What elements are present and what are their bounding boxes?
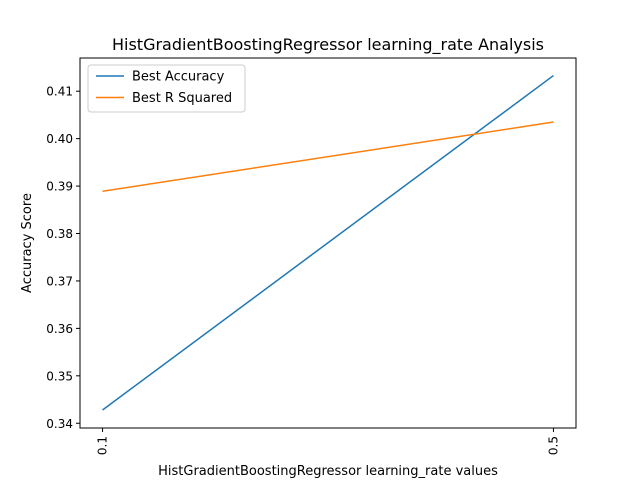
chart-title: HistGradientBoostingRegressor learning_r… <box>112 35 544 55</box>
legend-label: Best Accuracy <box>132 70 225 85</box>
plot-frame <box>79 57 577 429</box>
y-axis: 0.34 0.35 0.36 0.37 0.38 0.39 0.40 0.41 <box>46 85 80 431</box>
y-tick-label: 0.35 <box>46 369 73 383</box>
y-tick-label: 0.40 <box>46 132 73 146</box>
y-axis-label: Accuracy Score <box>20 193 35 293</box>
y-tick-label: 0.41 <box>46 85 73 99</box>
x-axis: 0.1 0.5 <box>96 428 560 455</box>
series-line-1 <box>102 74 554 411</box>
x-tick-label: 0.5 <box>546 436 560 455</box>
y-tick-label: 0.36 <box>46 322 73 336</box>
legend-label: Best R Squared <box>132 91 232 106</box>
y-tick-label: 0.37 <box>46 274 73 288</box>
series-layer <box>102 74 554 411</box>
y-tick-label: 0.39 <box>46 180 73 194</box>
x-axis-label: HistGradientBoostingRegressor learning_r… <box>158 464 498 479</box>
x-tick-label: 0.1 <box>96 436 110 455</box>
legend: Best Accuracy Best R Squared <box>87 64 246 113</box>
legend-box <box>87 64 246 113</box>
series-line-2 <box>102 121 554 193</box>
y-tick-label: 0.34 <box>46 417 73 431</box>
y-tick-label: 0.38 <box>46 227 73 241</box>
